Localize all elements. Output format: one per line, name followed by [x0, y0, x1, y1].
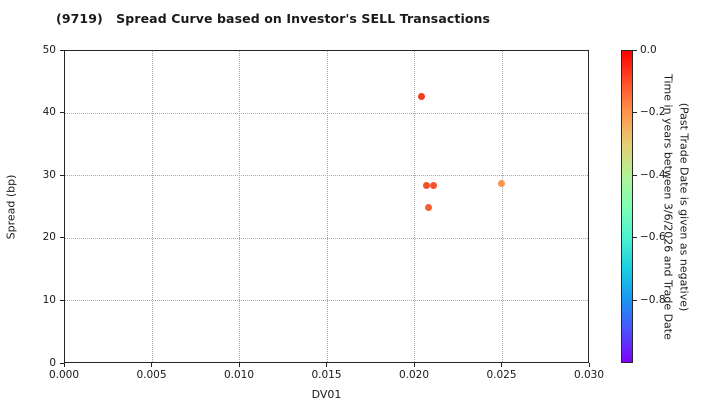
y-tick-label: 40 [42, 106, 56, 119]
y-tick-label: 50 [42, 43, 56, 56]
plot-area [64, 50, 589, 363]
x-gridline [501, 51, 503, 362]
y-tick [60, 49, 64, 51]
x-gridline [151, 51, 153, 362]
colorbar-tick [633, 299, 637, 301]
colorbar-tick-label: −0.2 [640, 106, 666, 119]
x-tick-label: 0.000 [48, 369, 80, 381]
x-gridline [414, 51, 415, 362]
x-axis-label: DV01 [311, 388, 342, 401]
y-tick-label: 10 [42, 293, 56, 306]
y-tick [60, 299, 64, 301]
colorbar-tick-label: −0.4 [640, 168, 666, 181]
y-gridline [65, 175, 588, 177]
colorbar-tick-label: 0.0 [640, 43, 657, 56]
data-point [417, 93, 425, 101]
x-gridline [326, 51, 328, 362]
x-tick-label: 0.010 [223, 369, 255, 381]
colorbar-tick-label: −0.8 [640, 293, 666, 306]
y-tick [60, 174, 64, 176]
colorbar-tick [633, 49, 637, 51]
x-gridline [239, 51, 240, 362]
colorbar [621, 50, 633, 363]
x-tick [588, 363, 590, 367]
data-point [498, 180, 505, 188]
y-tick [60, 362, 64, 364]
y-axis-label: Spread (bp) [4, 174, 18, 240]
chart-title: (9719) Spread Curve based on Investor's … [56, 11, 491, 26]
x-tick-label: 0.030 [573, 369, 605, 381]
y-tick-label: 0 [49, 356, 56, 369]
y-tick-label: 30 [42, 168, 56, 181]
y-tick-label: 20 [42, 231, 56, 244]
x-tick [151, 363, 152, 367]
x-tick [501, 363, 502, 367]
colorbar-tick [633, 174, 637, 176]
y-gridline [65, 300, 588, 302]
x-tick-label: 0.020 [398, 369, 430, 381]
colorbar-tick-label: −0.6 [640, 231, 666, 244]
y-gridline [65, 237, 588, 239]
x-tick [413, 363, 415, 367]
x-tick-label: 0.025 [486, 369, 517, 381]
x-tick [63, 363, 65, 367]
y-tick [60, 112, 64, 114]
data-point [424, 203, 432, 211]
colorbar-label-line2: (Past Trade Date is given as negative) [677, 102, 691, 312]
x-tick [238, 363, 240, 367]
colorbar-tick [633, 237, 637, 239]
y-tick [60, 237, 64, 239]
y-gridline [65, 112, 588, 114]
x-tick-label: 0.005 [136, 369, 167, 381]
x-tick-label: 0.015 [311, 369, 342, 381]
data-point [422, 181, 430, 189]
data-point [429, 182, 437, 190]
colorbar-tick [633, 112, 637, 114]
x-tick [326, 363, 327, 367]
